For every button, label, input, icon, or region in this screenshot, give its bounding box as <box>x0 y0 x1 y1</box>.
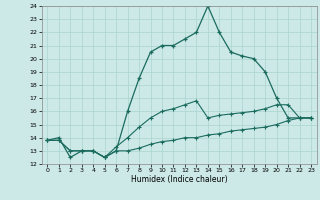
X-axis label: Humidex (Indice chaleur): Humidex (Indice chaleur) <box>131 175 228 184</box>
